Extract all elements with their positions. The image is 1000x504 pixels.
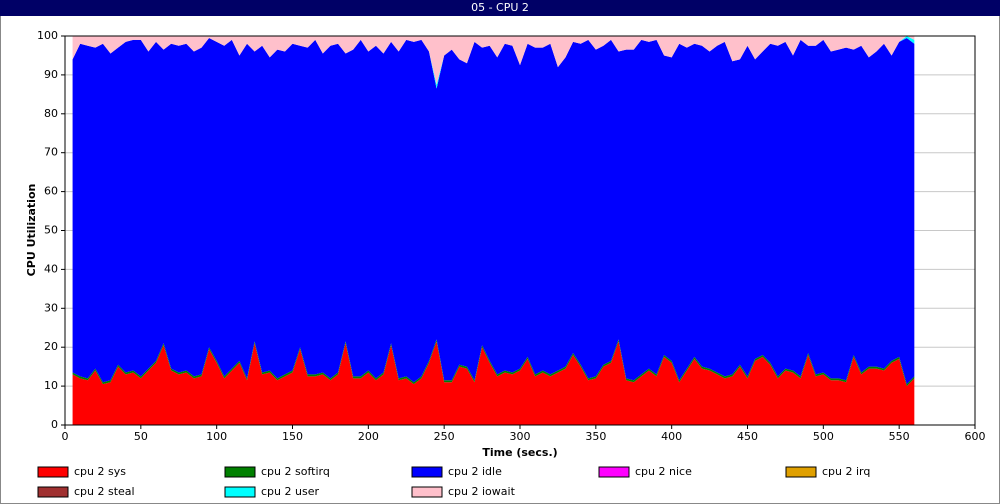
chart-title: 05 - CPU 2 [471, 1, 529, 14]
y-tick-label: 90 [44, 68, 58, 81]
x-tick-label: 0 [62, 430, 69, 443]
y-tick-label: 80 [44, 107, 58, 120]
legend-swatch [411, 486, 443, 498]
x-tick-label: 150 [282, 430, 303, 443]
x-tick-label: 350 [585, 430, 606, 443]
x-tick-label: 600 [965, 430, 986, 443]
y-tick-label: 10 [44, 379, 58, 392]
y-tick-label: 40 [44, 262, 58, 275]
y-tick-label: 20 [44, 340, 58, 353]
legend-swatch [224, 486, 256, 498]
legend-swatch [785, 466, 817, 478]
y-tick-label: 30 [44, 301, 58, 314]
legend-swatch [598, 466, 630, 478]
x-tick-label: 550 [889, 430, 910, 443]
x-tick-label: 100 [206, 430, 227, 443]
legend-label: cpu 2 iowait [448, 485, 516, 498]
legend-label: cpu 2 idle [448, 465, 502, 478]
y-tick-label: 70 [44, 146, 58, 159]
x-tick-label: 250 [434, 430, 455, 443]
legend-label: cpu 2 softirq [261, 465, 330, 478]
area [72, 37, 915, 385]
y-axis-label: CPU Utilization [25, 184, 38, 277]
y-tick-label: 50 [44, 224, 58, 237]
x-tick-label: 450 [737, 430, 758, 443]
legend-swatch [224, 466, 256, 478]
legend-label: cpu 2 irq [822, 465, 870, 478]
title-bar [0, 0, 1000, 16]
legend-label: cpu 2 nice [635, 465, 692, 478]
legend-swatch [37, 466, 69, 478]
x-tick-label: 500 [813, 430, 834, 443]
y-tick-label: 100 [37, 29, 58, 42]
x-tick-label: 200 [358, 430, 379, 443]
x-tick-label: 300 [510, 430, 531, 443]
y-tick-label: 0 [51, 418, 58, 431]
legend-swatch [37, 486, 69, 498]
y-tick-label: 60 [44, 185, 58, 198]
x-axis-label: Time (secs.) [482, 446, 557, 459]
x-tick-label: 400 [661, 430, 682, 443]
legend-swatch [411, 466, 443, 478]
legend-label: cpu 2 user [261, 485, 319, 498]
x-tick-label: 50 [134, 430, 148, 443]
legend-label: cpu 2 steal [74, 485, 135, 498]
legend-label: cpu 2 sys [74, 465, 126, 478]
area [72, 341, 915, 425]
plot-border [64, 35, 976, 426]
area [72, 36, 915, 85]
